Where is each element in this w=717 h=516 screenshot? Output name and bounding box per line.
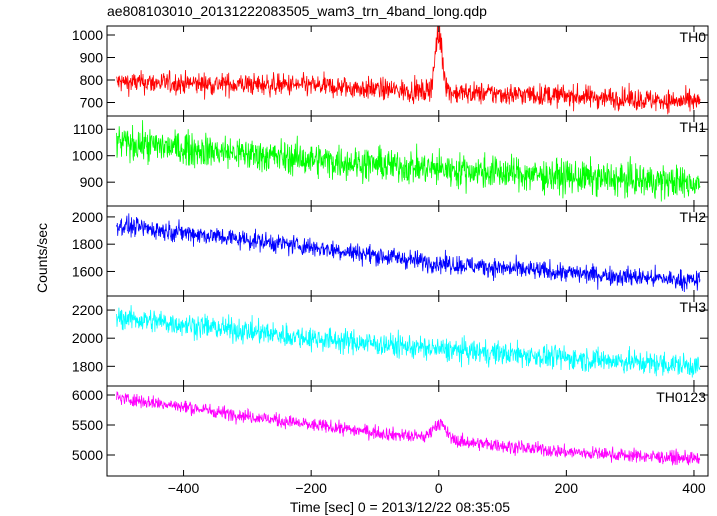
y-tick-label: 2000 (72, 330, 103, 346)
y-tick-label: 800 (80, 72, 104, 88)
x-tick-label: 400 (682, 480, 706, 496)
y-tick-label: 5000 (72, 447, 103, 463)
y-tick-label: 1600 (72, 263, 103, 279)
series-line-th0123 (116, 391, 701, 466)
panel-label-th3: TH3 (680, 299, 707, 315)
y-tick-label: 1800 (72, 236, 103, 252)
y-axis-label: Counts/sec (34, 223, 50, 293)
x-axis-label: Time [sec] 0 = 2013/12/22 08:35:05 (290, 499, 510, 515)
panel-frame (106, 295, 709, 387)
panel-th2: 1600 1800 2000 TH2 (72, 205, 709, 297)
panel-th1: 900 1000 1100 TH1 (72, 115, 709, 207)
y-tick-label: 6000 (72, 387, 103, 403)
y-tick-label: 1800 (72, 358, 103, 374)
y-tick-label: 2000 (72, 209, 103, 225)
y-tick-label: 900 (80, 174, 104, 190)
y-tick-label: 1100 (73, 121, 103, 137)
y-tick-label: 1000 (72, 148, 103, 164)
panel-label-th1: TH1 (680, 119, 707, 135)
panel-label-th0123: TH0123 (656, 389, 706, 405)
x-tick-label: 0 (435, 480, 443, 496)
x-tick-label: −400 (168, 480, 200, 496)
panel-frame (106, 385, 709, 477)
x-tick-label: 200 (555, 480, 579, 496)
y-tick-label: 1000 (72, 27, 103, 43)
series-line-th3 (116, 305, 701, 378)
panel-label-th0: TH0 (680, 29, 707, 45)
y-tick-label: 700 (80, 95, 104, 111)
y-tick-label: 2200 (72, 302, 103, 318)
panel-th0123: 5000 5500 6000 TH0123 −400 −200 0 200 400 (72, 385, 709, 496)
series-line-th1 (116, 120, 701, 202)
panel-th3: 1800 2000 2200 TH3 (72, 295, 709, 387)
x-tick-label: −200 (295, 480, 327, 496)
series-line-th2 (116, 213, 701, 293)
series-line-th0 (116, 26, 701, 115)
panel-th0: 700 800 900 1000 TH0 (72, 25, 709, 117)
panel-label-th2: TH2 (680, 209, 707, 225)
figure-title: ae808103010_20131222083505_wam3_trn_4ban… (107, 3, 487, 19)
y-tick-label: 900 (80, 50, 104, 66)
panels-group: 700 800 900 1000 TH0 900 1000 1100 TH1 1600 1800 20… (72, 25, 709, 496)
y-tick-label: 5500 (72, 417, 103, 433)
